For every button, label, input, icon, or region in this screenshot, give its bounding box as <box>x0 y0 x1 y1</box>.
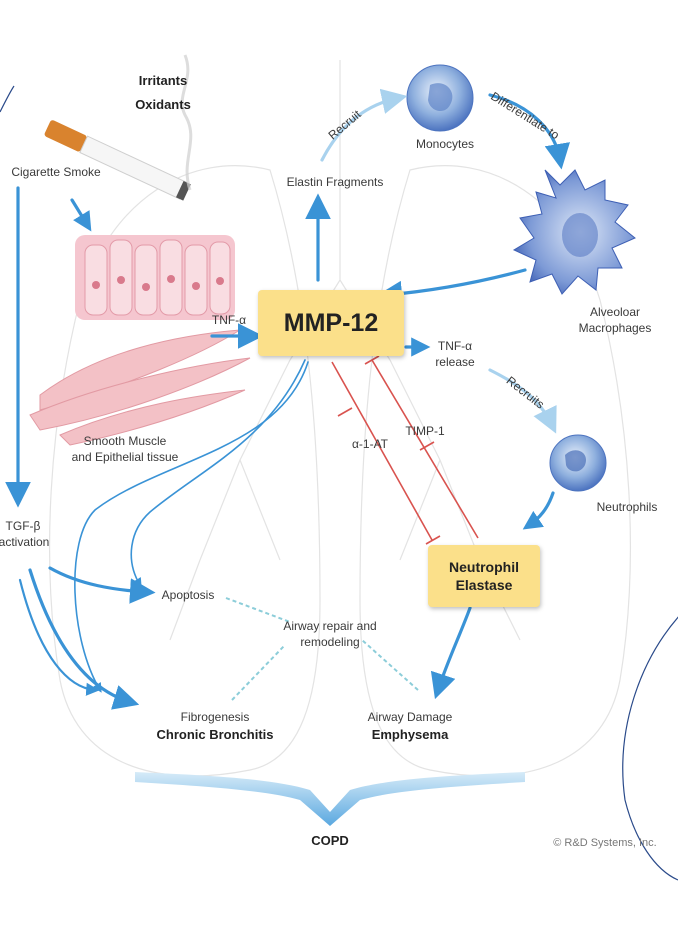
copd-label: COPD <box>311 833 349 848</box>
arrow-mmp-to-fibrogenesis <box>74 361 309 693</box>
neutrophil-elastase-box: Neutrophil Elastase <box>428 545 540 607</box>
arrow-tgf-to-bronchitis-2 <box>18 578 100 696</box>
mmp12-label: MMP-12 <box>283 308 379 337</box>
decorative-arc-top-left <box>0 85 15 113</box>
airway-repair-label-2: remodeling <box>300 635 360 649</box>
arrow-tgf-to-bronchitis <box>28 568 140 710</box>
arrow-mmp-to-apoptosis <box>130 359 306 588</box>
tnf-release-label-1: TNF-α <box>437 339 473 353</box>
dash-apoptosis-repair <box>225 597 291 623</box>
macrophages-label-2: Macrophages <box>578 321 652 335</box>
monocyte-cell-icon <box>406 64 474 132</box>
dash-fibro-repair <box>231 644 286 701</box>
timp1-label: TIMP-1 <box>405 424 445 438</box>
inhibit-bar-timp <box>419 441 435 451</box>
arrow-macrophage-to-mmp <box>376 268 527 307</box>
tissue-label-2: and Epithelial tissue <box>71 450 179 464</box>
arrow-neutrophil-to-elastase <box>522 491 555 530</box>
tissue-label-1: Smooth Muscle <box>83 434 167 448</box>
arrow-elastase-to-damage <box>430 606 472 700</box>
inhibit-line-1 <box>331 361 433 541</box>
elastase-line1: Neutrophil <box>449 558 519 575</box>
neutrophil-cell-icon <box>549 434 607 492</box>
tnf-release-label-2: release <box>435 355 475 369</box>
elastase-line2: Elastase <box>455 577 513 593</box>
airway-repair-label-1: Airway repair and <box>283 619 377 633</box>
arrow-monocyte-to-macrophage <box>488 93 570 170</box>
elastin-label: Elastin Fragments <box>286 175 384 189</box>
copyright-credit: © R&D Systems, Inc. <box>553 837 657 849</box>
copd-brace <box>135 772 525 826</box>
macrophages-label-1: Alveoloar <box>589 305 641 319</box>
smooth-muscle-icon <box>29 329 251 446</box>
inhibit-bar-mmp <box>364 355 380 365</box>
inhibition-lines <box>331 355 479 545</box>
emphysema-label: Emphysema <box>371 727 449 742</box>
tgf-label-1: TGF-β <box>5 519 41 533</box>
decorative-arc <box>622 616 678 881</box>
oxidants-label: Oxidants <box>135 97 191 112</box>
arrow-elastin-to-monocyte <box>320 88 408 162</box>
neutrophils-label: Neutrophils <box>596 500 658 514</box>
fibrogenesis-label: Fibrogenesis <box>180 710 250 724</box>
monocytes-label: Monocytes <box>415 137 475 151</box>
cigarette-smoke-label: Cigarette Smoke <box>11 165 101 179</box>
irritants-label: Irritants <box>138 73 188 88</box>
inhibit-line-2 <box>371 359 479 539</box>
inhibit-bar-a1at <box>337 407 353 417</box>
inhibit-bar-elastase <box>425 535 441 545</box>
arrow-smoke-to-tissue <box>70 198 92 232</box>
arrow-tgf-to-apoptosis <box>48 566 156 604</box>
tgf-label-2: activation <box>0 535 50 549</box>
apoptosis-label: Apoptosis <box>161 588 215 602</box>
airway-damage-label: Airway Damage <box>367 710 453 724</box>
mmp12-box: MMP-12 <box>258 290 404 356</box>
tnf-input-label: TNF-α <box>211 313 247 327</box>
macrophage-cell-icon <box>512 169 636 295</box>
cigarette-icon <box>44 54 193 201</box>
epithelial-tissue-icon <box>75 235 235 320</box>
dash-damage-repair <box>361 639 419 691</box>
a1at-label: α-1-AT <box>351 437 389 451</box>
chronic-bronchitis-label: Chronic Bronchitis <box>156 727 274 742</box>
arrow-tnf-to-neutrophil <box>488 368 557 434</box>
